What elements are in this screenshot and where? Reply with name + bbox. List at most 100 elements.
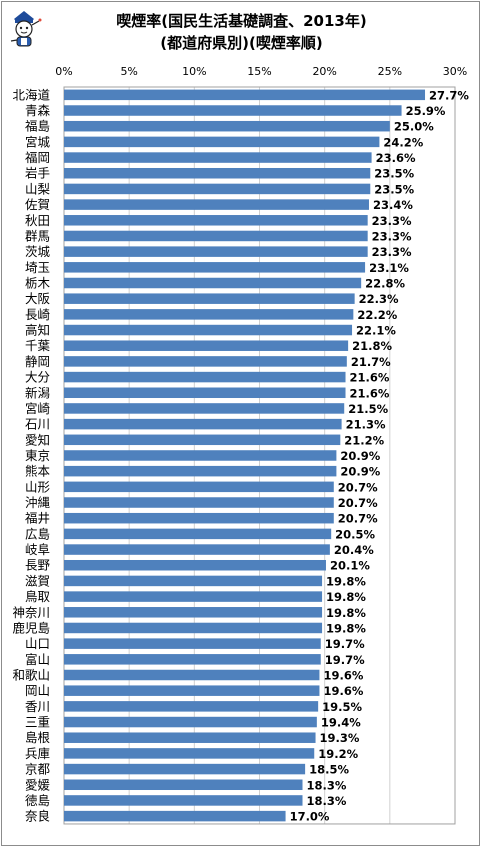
data-label: 23.1% [369, 261, 409, 275]
x-tick-label: 5% [120, 65, 137, 78]
category-label: 富山 [25, 652, 50, 667]
x-tick-label: 30% [443, 65, 467, 78]
category-label: 長野 [25, 558, 51, 573]
bar [64, 481, 334, 493]
category-label: 徳島 [25, 793, 50, 808]
bar [64, 199, 369, 210]
category-label: 宮城 [25, 134, 51, 149]
data-label: 22.3% [359, 292, 399, 306]
data-label: 19.3% [320, 731, 360, 745]
bar [64, 418, 342, 430]
category-label: 東京 [25, 448, 50, 463]
bar [64, 450, 337, 461]
category-label: 茨城 [25, 244, 51, 259]
data-label: 24.2% [383, 135, 423, 149]
category-label: 愛知 [25, 432, 50, 447]
data-label: 18.5% [309, 763, 349, 777]
data-label: 22.1% [356, 324, 396, 338]
bar [64, 716, 317, 728]
x-tick-label: 25% [378, 65, 402, 78]
bar [64, 387, 346, 399]
category-label: 青森 [25, 103, 51, 118]
data-label: 19.6% [323, 684, 363, 698]
data-label: 20.9% [340, 449, 380, 463]
chart-title: 喫煙率(国民生活基礎調査、2013年) [116, 12, 367, 30]
category-label: 石川 [25, 417, 50, 432]
bar [64, 356, 347, 367]
data-label: 20.5% [335, 527, 375, 541]
data-label: 19.6% [323, 669, 363, 683]
category-label: 大阪 [25, 291, 51, 306]
data-label: 21.8% [352, 339, 392, 353]
bar [64, 669, 320, 681]
bar [64, 591, 323, 602]
data-label: 17.0% [290, 810, 330, 824]
data-label: 20.7% [338, 496, 378, 510]
bar [64, 293, 355, 304]
bar [64, 277, 362, 289]
data-label: 21.5% [348, 402, 388, 416]
bar [64, 183, 371, 195]
data-label: 23.5% [374, 182, 414, 196]
bar [64, 105, 402, 116]
bar [64, 120, 390, 132]
category-label: 福井 [25, 511, 50, 526]
category-label: 香川 [25, 699, 50, 714]
bar [64, 638, 321, 649]
bar [64, 607, 323, 618]
category-label: 佐賀 [25, 197, 50, 212]
bar [64, 434, 341, 446]
category-label: 奈良 [25, 809, 50, 824]
data-label: 20.1% [330, 559, 370, 573]
bar [64, 701, 319, 712]
category-label: 鳥取 [25, 589, 51, 604]
bar [64, 371, 346, 383]
data-label: 22.2% [357, 308, 397, 322]
data-label: 19.8% [326, 621, 366, 635]
data-label: 21.6% [350, 386, 390, 400]
category-label: 宮崎 [25, 401, 51, 416]
category-label: 三重 [25, 715, 50, 730]
category-label: 広島 [25, 526, 50, 541]
bar [64, 559, 326, 571]
data-label: 19.8% [326, 590, 366, 604]
bar [64, 403, 345, 414]
bar [64, 340, 349, 351]
bar [64, 497, 334, 508]
category-label: 高知 [25, 323, 50, 338]
category-label: 滋賀 [25, 573, 50, 588]
bar [64, 779, 303, 791]
bar [64, 528, 332, 540]
category-label: 神奈川 [12, 605, 50, 620]
category-label: 岡山 [25, 683, 50, 698]
category-label: 山口 [25, 636, 50, 651]
category-label: 島根 [25, 730, 51, 745]
bar [64, 246, 368, 257]
category-label: 福岡 [25, 150, 50, 165]
bar [64, 215, 368, 226]
bar [64, 544, 330, 555]
category-label: 群馬 [25, 228, 50, 243]
data-label: 18.3% [307, 778, 347, 792]
category-label: 兵庫 [25, 746, 50, 761]
category-label: 鹿児島 [12, 620, 50, 635]
category-label: 埼玉 [25, 260, 50, 275]
data-label: 23.3% [372, 229, 412, 243]
data-label: 20.7% [338, 480, 378, 494]
data-label: 21.7% [351, 355, 391, 369]
data-label: 25.9% [406, 104, 446, 118]
bar [64, 732, 316, 743]
category-label: 京都 [25, 762, 51, 777]
bar [64, 654, 321, 665]
bar [64, 262, 366, 273]
bar [64, 465, 337, 477]
data-label: 21.6% [350, 371, 390, 385]
data-label: 23.3% [372, 214, 412, 228]
data-label: 20.9% [340, 465, 380, 479]
data-label: 19.4% [321, 716, 361, 730]
category-label: 愛媛 [25, 777, 51, 792]
data-label: 21.3% [346, 418, 386, 432]
data-label: 20.4% [334, 543, 374, 557]
bar [64, 167, 371, 179]
